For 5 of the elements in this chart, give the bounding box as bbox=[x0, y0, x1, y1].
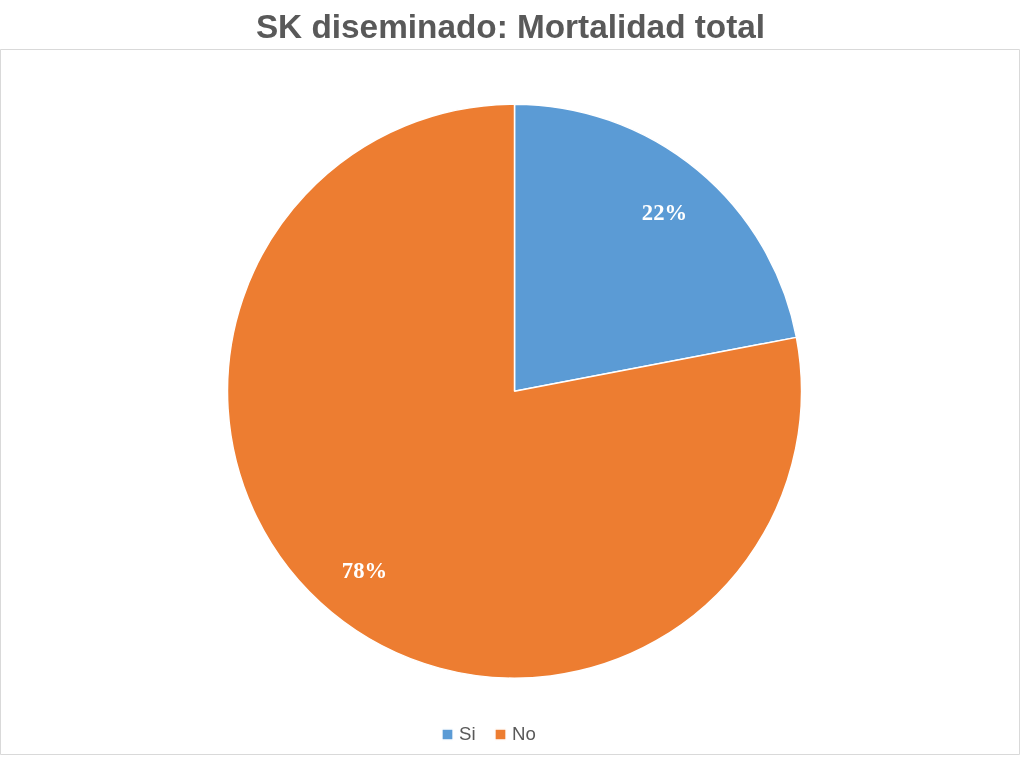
data-label: 78% bbox=[341, 557, 388, 583]
data-label: 22% bbox=[641, 199, 688, 225]
legend-label: No bbox=[512, 723, 536, 745]
legend-label: Si bbox=[459, 723, 477, 745]
chart-title: SK diseminado: Mortalidad total bbox=[255, 7, 766, 45]
